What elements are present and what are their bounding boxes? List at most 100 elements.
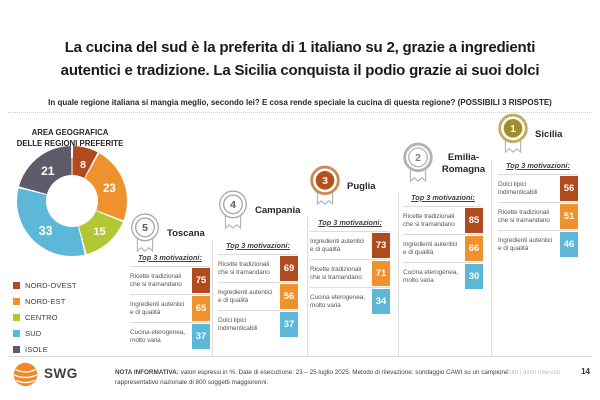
column-separator xyxy=(212,240,213,356)
motivation-label: Ricette tradizionali che si tramandano xyxy=(130,272,182,288)
donut-legend: NORD-OVEST NORD-EST CENTRO SUD ISOLE xyxy=(13,277,77,357)
footer-note-text: valori espressi in %. Date di esecuzione… xyxy=(115,369,509,387)
motivation-row: Ricette tradizionali che si tramandano 6… xyxy=(218,254,298,282)
motivation-row: Ingredienti autentici e di qualità 65 xyxy=(130,294,210,322)
legend-swatch-icon xyxy=(13,297,20,305)
dotted-separator xyxy=(8,112,592,113)
motivation-label: Ricette tradizionali che si tramandano xyxy=(498,208,550,224)
region-name: Sicilia xyxy=(535,129,563,141)
svg-text:3: 3 xyxy=(322,176,328,187)
motivation-value: 37 xyxy=(280,312,298,337)
motivation-value: 65 xyxy=(192,296,210,321)
donut-value-isole: 21 xyxy=(41,164,55,179)
motivation-value: 34 xyxy=(372,289,390,314)
motivations-table: Top 3 motivazioni: Ricette tradizionali … xyxy=(218,241,298,338)
motivations-table: Top 3 motivazioni: Dolci tipici indiment… xyxy=(498,161,578,258)
legend-swatch-icon xyxy=(13,329,20,337)
motivation-label: Ingredienti autentici e di qualità xyxy=(218,288,273,304)
top3-header: Top 3 motivazioni: xyxy=(411,193,475,202)
footer-divider xyxy=(8,356,592,357)
motivation-value: 66 xyxy=(465,236,483,261)
motivation-row: Ingredienti autentici e di qualità 56 xyxy=(218,282,298,310)
svg-text:5: 5 xyxy=(142,223,148,234)
svg-text:1: 1 xyxy=(510,124,516,135)
legend-label: NORD-OVEST xyxy=(25,280,77,290)
motivation-label: Dolci tipici indimenticabili xyxy=(498,180,538,196)
medal-row: 1 Sicilia xyxy=(494,112,582,158)
region-name: Puglia xyxy=(347,181,376,193)
motivation-label: Cucina eterogenea, molto varia xyxy=(130,328,185,344)
legend-item-centro: CENTRO xyxy=(13,309,77,325)
region-name: Toscana xyxy=(167,228,205,240)
footer-note-label: NOTA INFORMATIVA: xyxy=(115,369,179,377)
survey-question: In quale regione italiana si mangia megl… xyxy=(48,98,552,107)
medal-row: 3 Puglia xyxy=(306,164,394,210)
motivation-row: Ricette tradizionali che si tramandano 8… xyxy=(403,206,483,234)
medal-rank-1-icon: 1 xyxy=(498,113,528,154)
medal-rank-5-icon: 5 xyxy=(131,213,159,253)
region-block-toscana: 5 Toscana Top 3 motivazioni: Ricette tra… xyxy=(126,211,214,349)
motivations-table: Top 3 motivazioni: Ricette tradizionali … xyxy=(130,253,210,350)
medal-row: 5 Toscana xyxy=(126,211,214,257)
page-number: 14 xyxy=(581,367,590,376)
region-block-emilia-romagna: 2 Emilia-Romagna Top 3 motivazioni: Rice… xyxy=(399,141,487,289)
page-title-line1: La cucina del sud è la preferita di 1 it… xyxy=(64,39,536,56)
legend-item-nord-est: NORD-EST xyxy=(13,293,77,309)
legend-swatch-icon xyxy=(13,345,20,353)
donut-value-nord-ovest: 8 xyxy=(80,158,86,171)
region-block-campania: 4 Campania Top 3 motivazioni: Ricette tr… xyxy=(214,188,302,337)
motivation-row: Ricette tradizionali che si tramandano 7… xyxy=(130,266,210,294)
legend-label: SUD xyxy=(25,328,42,338)
motivation-label: Ingredienti autentici e di qualità xyxy=(498,236,553,252)
motivation-row: Cucina eterogenea, molto varia 30 xyxy=(403,262,483,290)
donut-title: AREA GEOGRAFICA DELLE REGIONI PREFERITE xyxy=(8,128,132,150)
brand-name: SWG xyxy=(44,366,78,381)
motivation-value: 37 xyxy=(192,324,210,349)
region-block-puglia: 3 Puglia Top 3 motivazioni: Ingredienti … xyxy=(306,164,394,314)
geographic-donut-chart: 8 23 15 33 21 xyxy=(17,146,127,256)
region-block-sicilia: 1 Sicilia Top 3 motivazioni: Dolci tipic… xyxy=(494,112,582,257)
motivation-value: 69 xyxy=(280,256,298,281)
top3-header: Top 3 motivazioni: xyxy=(138,253,202,262)
donut-value-centro: 15 xyxy=(93,225,106,238)
medal-rank-4-icon: 4 xyxy=(219,190,247,230)
motivation-row: Cucina eterogenea, molto varia 37 xyxy=(130,322,210,350)
motivation-label: Ingredienti autentici e di qualità xyxy=(310,237,365,253)
legend-item-isole: ISOLE xyxy=(13,341,77,357)
motivation-row: Ingredienti autentici e di qualità 46 xyxy=(498,230,578,258)
donut-title-line2: DELLE REGIONI PREFERITE xyxy=(16,138,124,148)
motivation-value: 56 xyxy=(560,176,578,201)
motivation-label: Dolci tipici indimenticabili xyxy=(218,316,258,332)
motivation-value: 75 xyxy=(192,268,210,293)
donut-value-nord-est: 23 xyxy=(102,182,116,195)
page-title: La cucina del sud è la preferita di 1 it… xyxy=(0,37,600,83)
legend-label: NORD-EST xyxy=(25,296,66,306)
motivation-label: Ingredienti autentici e di qualità xyxy=(130,300,185,316)
region-name: Campania xyxy=(255,205,301,217)
motivation-value: 51 xyxy=(560,204,578,229)
motivation-value: 56 xyxy=(280,284,298,309)
motivation-row: Ingredienti autentici e di qualità 73 xyxy=(310,231,390,259)
rights-text: Tutti i diritti riservati xyxy=(506,369,560,376)
motivation-value: 73 xyxy=(372,233,390,258)
motivation-label: Ricette tradizionali che si tramandano xyxy=(403,212,455,228)
legend-label: ISOLE xyxy=(25,344,48,354)
medal-rank-3-icon: 3 xyxy=(310,165,340,206)
motivation-row: Dolci tipici indimenticabili 37 xyxy=(218,310,298,338)
footer-note: NOTA INFORMATIVA: valori espressi in %. D… xyxy=(115,368,517,388)
legend-swatch-icon xyxy=(13,281,20,289)
medal-row: 4 Campania xyxy=(214,188,302,234)
motivation-row: Ricette tradizionali che si tramandano 5… xyxy=(498,202,578,230)
legend-item-sud: SUD xyxy=(13,325,77,341)
medal-rank-2-icon: 2 xyxy=(403,142,433,183)
motivation-label: Ingredienti autentici e di qualità xyxy=(403,240,458,256)
motivations-table: Top 3 motivazioni: Ricette tradizionali … xyxy=(403,193,483,290)
page-title-line2: autentici e tradizione. La Sicilia conqu… xyxy=(60,61,540,79)
motivation-row: Dolci tipici indimenticabili 56 xyxy=(498,174,578,202)
motivations-table: Top 3 motivazioni: Ingredienti autentici… xyxy=(310,218,390,315)
region-name: Emilia-Romagna xyxy=(441,152,486,175)
motivation-value: 85 xyxy=(465,208,483,233)
motivation-row: Ricette tradizionali che si tramandano 7… xyxy=(310,259,390,287)
legend-item-nord-ovest: NORD-OVEST xyxy=(13,277,77,293)
motivation-label: Ricette tradizionali che si tramandano xyxy=(218,260,270,276)
